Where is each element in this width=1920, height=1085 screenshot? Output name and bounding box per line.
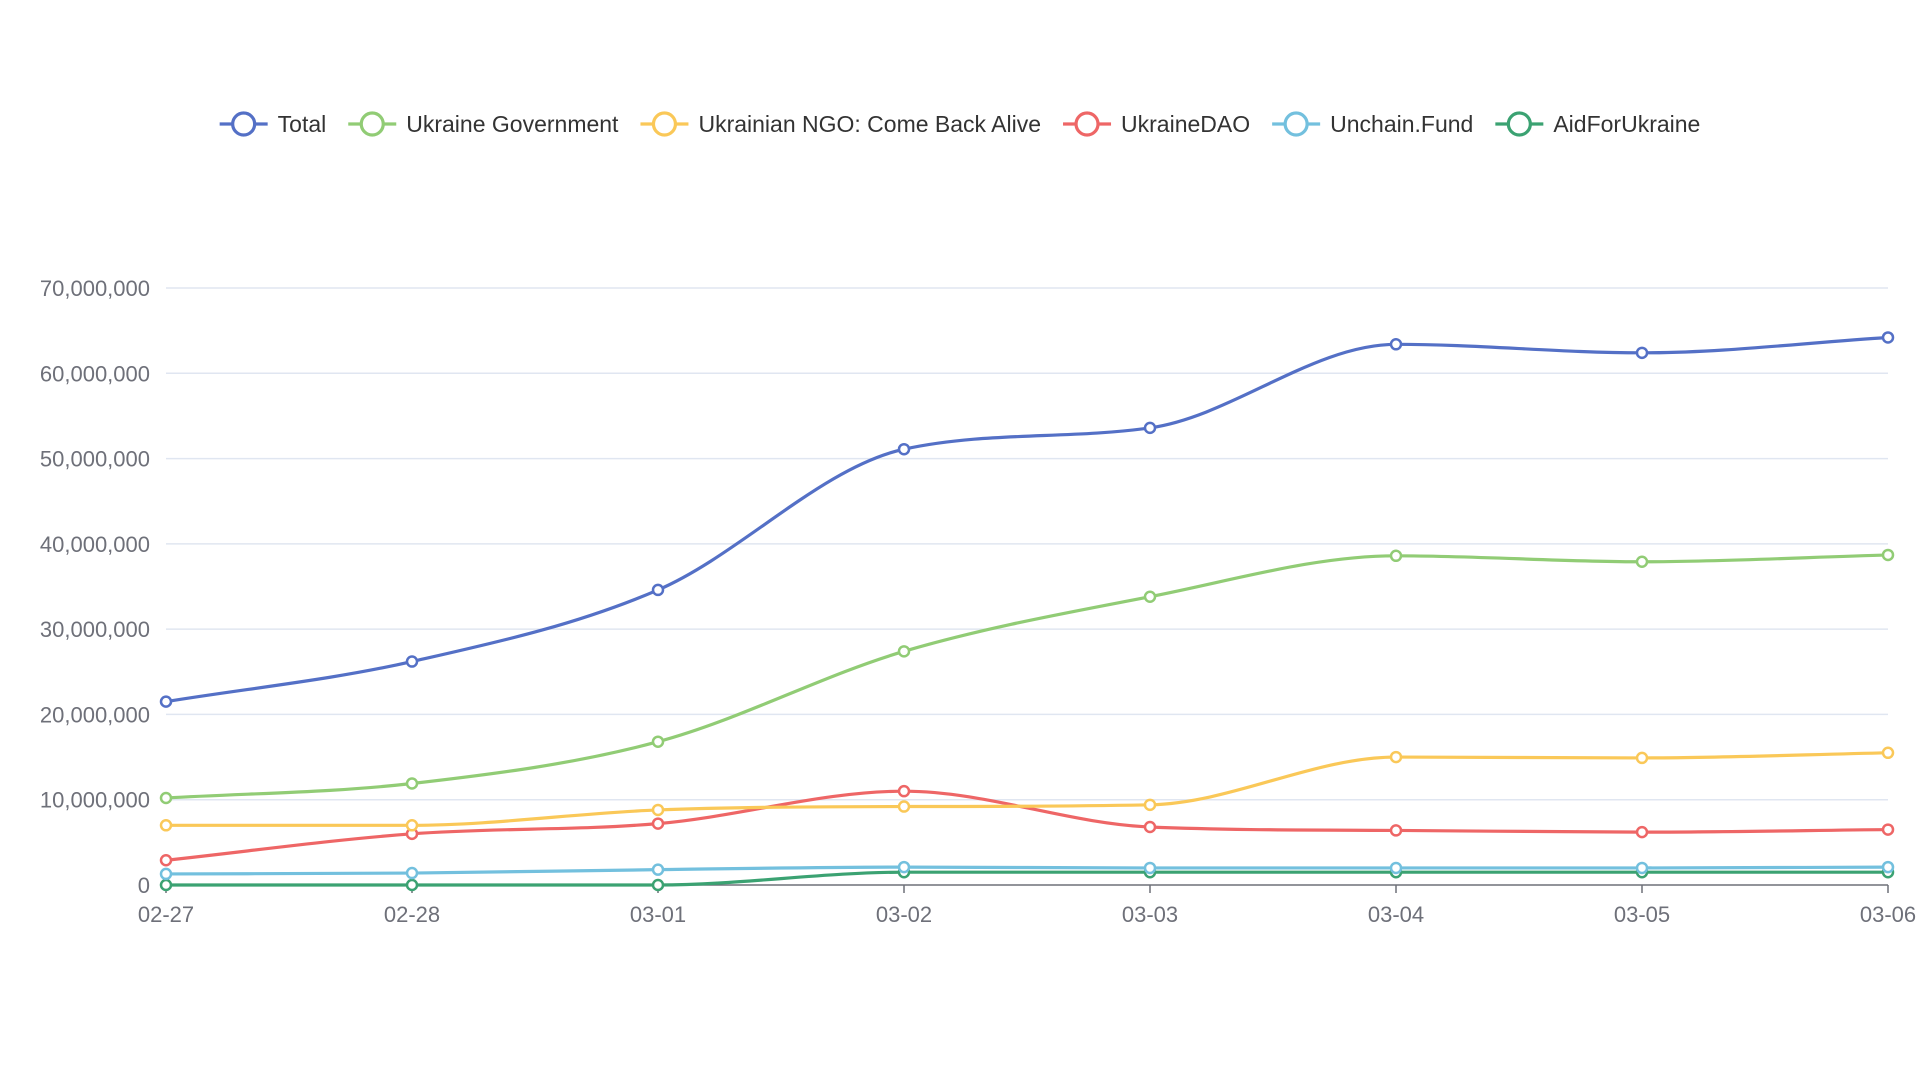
data-point[interactable] (1389, 861, 1403, 875)
y-tick-label: 30,000,000 (40, 617, 150, 642)
y-tick-label: 40,000,000 (40, 532, 150, 557)
legend-item[interactable]: Unchain.Fund (1272, 111, 1473, 137)
axis-layer: 0 10,000,000 20,000,000 30,000,000 40,000,00… (40, 276, 1916, 927)
data-point[interactable] (897, 860, 911, 874)
legend-line-circle-icon (219, 111, 268, 137)
series-line (164, 553, 1890, 800)
x-tick-label: 03-02 (876, 902, 932, 927)
data-point[interactable] (651, 878, 665, 892)
data-point[interactable] (159, 819, 173, 832)
legend-item[interactable]: Ukrainian NGO: Come Back Alive (640, 111, 1041, 137)
legend-item[interactable]: Total (219, 111, 327, 137)
series-line (164, 789, 1890, 862)
data-point[interactable] (1143, 861, 1157, 875)
data-point[interactable] (159, 791, 173, 805)
data-point[interactable] (1635, 555, 1649, 569)
series-ukrainian-ngo-come-back-alive (159, 746, 1895, 832)
data-point[interactable] (1635, 346, 1649, 360)
legend-label: Ukrainian NGO: Come Back Alive (698, 111, 1041, 137)
legend-label: Unchain.Fund (1330, 111, 1473, 137)
series-line (164, 751, 1890, 827)
data-point[interactable] (651, 817, 665, 830)
series-layer (159, 331, 1895, 892)
series-line (164, 870, 1890, 887)
x-tick-label: 02-27 (138, 902, 194, 927)
data-point[interactable] (651, 735, 665, 748)
data-point[interactable] (1143, 798, 1157, 812)
y-tick-label: 0 (138, 873, 150, 898)
legend-label: UkraineDAO (1121, 111, 1250, 137)
data-point[interactable] (651, 583, 665, 597)
series-unchain-fund (159, 860, 1895, 881)
data-point[interactable] (897, 784, 911, 798)
legend-line-circle-icon (1272, 111, 1321, 137)
data-point[interactable] (1881, 331, 1895, 344)
legend-line-circle-icon (640, 111, 689, 137)
data-point[interactable] (1881, 860, 1895, 874)
data-point[interactable] (1635, 751, 1649, 765)
series-line (164, 865, 1890, 876)
legend-item[interactable]: UkraineDAO (1063, 111, 1250, 137)
data-point[interactable] (1143, 820, 1157, 834)
legend[interactable]: Total Ukraine Government Ukrainian NGO: Co… (219, 111, 1701, 137)
data-point[interactable] (1389, 824, 1403, 837)
x-tick-label: 03-05 (1614, 902, 1670, 927)
y-tick-label: 50,000,000 (40, 447, 150, 472)
legend-label: AidForUkraine (1553, 111, 1700, 137)
data-point[interactable] (897, 645, 911, 658)
series-ukrainedao (159, 784, 1895, 867)
data-point[interactable] (405, 866, 419, 880)
data-point[interactable] (1881, 746, 1895, 760)
data-point[interactable] (405, 655, 419, 668)
y-tick-label: 20,000,000 (40, 702, 150, 727)
series-ukraine-government (159, 548, 1895, 805)
legend-line-circle-icon (1063, 111, 1112, 137)
legend-line-circle-icon (1495, 111, 1544, 137)
data-point[interactable] (159, 854, 173, 867)
data-point[interactable] (897, 442, 911, 456)
data-point[interactable] (405, 819, 419, 832)
data-point[interactable] (1143, 590, 1157, 603)
data-point[interactable] (651, 863, 665, 876)
x-tick-label: 02-28 (384, 902, 440, 927)
series-total (159, 331, 1895, 708)
data-point[interactable] (1881, 548, 1895, 562)
x-tick-label: 03-04 (1368, 902, 1424, 927)
data-point[interactable] (651, 803, 665, 817)
legend-line-circle-icon (348, 111, 397, 137)
data-point[interactable] (159, 867, 173, 881)
data-point[interactable] (159, 695, 173, 708)
data-point[interactable] (897, 800, 911, 813)
data-point[interactable] (405, 777, 419, 790)
series-line (164, 335, 1890, 704)
legend-item[interactable]: AidForUkraine (1495, 111, 1700, 137)
data-point[interactable] (1635, 861, 1649, 875)
x-tick-label: 03-03 (1122, 902, 1178, 927)
y-tick-label: 70,000,000 (40, 276, 150, 301)
y-tick-label: 60,000,000 (40, 361, 150, 386)
data-point[interactable] (159, 878, 173, 892)
data-point[interactable] (1143, 421, 1157, 435)
data-point[interactable] (1389, 549, 1403, 563)
data-point[interactable] (1635, 825, 1649, 839)
legend-label: Ukraine Government (406, 111, 619, 137)
x-tick-label: 03-06 (1860, 902, 1916, 927)
y-tick-label: 10,000,000 (40, 788, 150, 813)
grid-layer (166, 287, 1888, 801)
data-point[interactable] (1389, 338, 1403, 351)
x-tick-label: 03-01 (630, 902, 686, 927)
data-point[interactable] (1389, 750, 1403, 764)
series-aidforukraine (159, 865, 1895, 892)
data-point[interactable] (405, 878, 419, 892)
data-point[interactable] (1881, 823, 1895, 836)
legend-label: Total (278, 111, 327, 137)
legend-item[interactable]: Ukraine Government (348, 111, 619, 137)
